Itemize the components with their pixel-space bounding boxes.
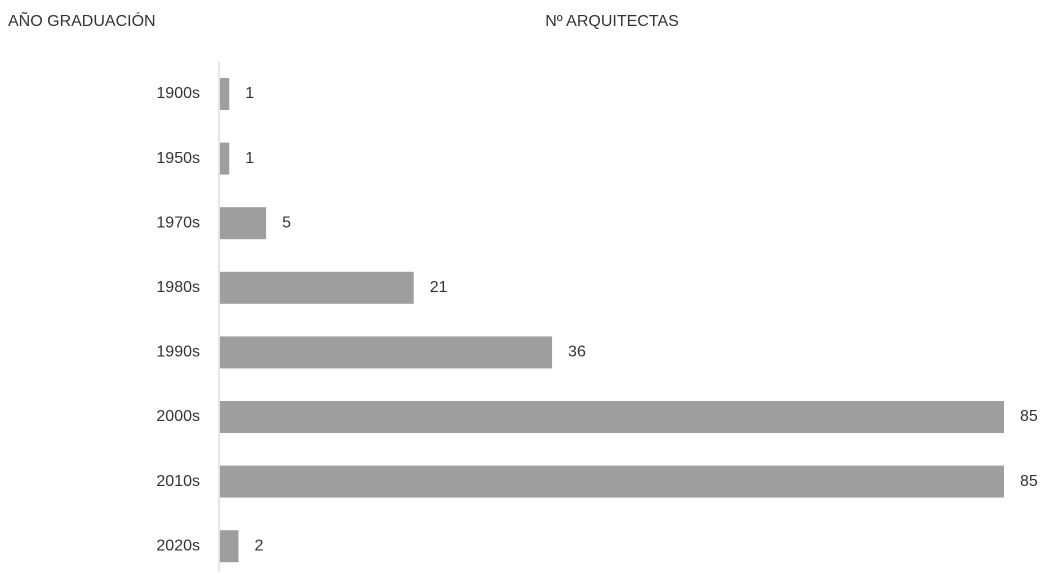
y-tick-label: 2020s — [156, 537, 200, 554]
y-tick-label: 1990s — [156, 344, 200, 361]
value-label: 5 — [282, 214, 291, 231]
y-tick-label: 1900s — [156, 85, 200, 102]
value-label: 36 — [568, 344, 586, 361]
y-tick-label: 1980s — [156, 279, 200, 296]
bar — [220, 78, 230, 110]
value-label: 85 — [1020, 473, 1038, 490]
value-label: 1 — [245, 85, 254, 102]
bar — [220, 142, 230, 175]
value-label: 85 — [1020, 408, 1038, 425]
bar — [220, 530, 239, 563]
bar — [220, 207, 267, 240]
x-axis-title: Nº ARQUITECTAS — [545, 13, 679, 30]
y-axis-title: AÑO GRADUACIÓN — [8, 10, 156, 30]
y-tick-label: 2010s — [156, 473, 200, 490]
bar — [220, 271, 414, 304]
y-tick-label: 1970s — [156, 214, 200, 231]
bar — [220, 336, 553, 369]
y-tick-label: 1950s — [156, 150, 200, 167]
value-label: 21 — [430, 279, 448, 296]
bar — [220, 401, 1004, 433]
bar — [220, 465, 1004, 498]
value-label: 1 — [245, 150, 254, 167]
y-tick-label: 2000s — [156, 408, 200, 425]
value-label: 2 — [254, 537, 263, 554]
